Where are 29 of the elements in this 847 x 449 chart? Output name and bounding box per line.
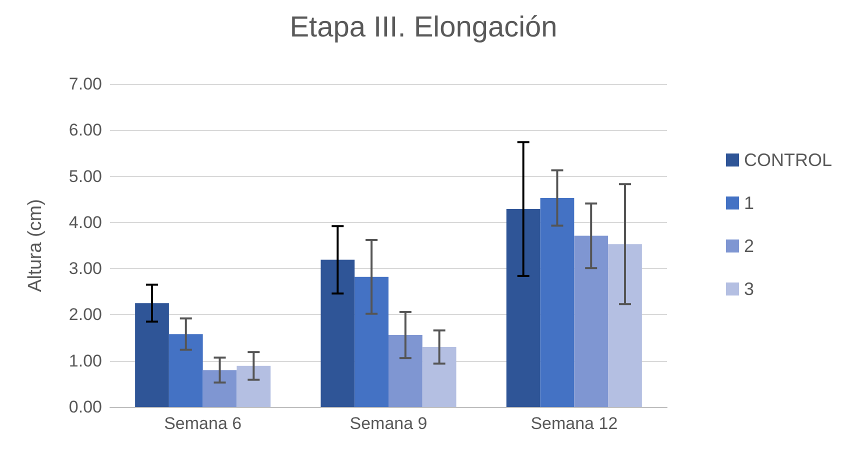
bar — [320, 260, 355, 407]
bar — [574, 236, 608, 407]
bar — [354, 276, 388, 407]
legend-label: 3 — [744, 279, 754, 299]
bar — [388, 335, 422, 407]
y-tick-label: 1.00 — [68, 351, 102, 370]
x-tick-label: Semana 12 — [530, 414, 618, 433]
bar — [608, 244, 642, 407]
bar — [168, 334, 203, 407]
x-tick-label: Semana 6 — [164, 414, 242, 433]
y-tick-label: 6.00 — [68, 120, 102, 140]
bar — [422, 347, 456, 407]
y-tick-label: 0.00 — [68, 398, 102, 416]
bar — [236, 366, 271, 407]
y-tick-label: 2.00 — [68, 305, 102, 324]
y-tick-label: 4.00 — [68, 212, 102, 232]
bar — [506, 209, 540, 407]
x-tick-label: Semana 9 — [350, 414, 428, 433]
bar — [540, 198, 574, 407]
y-tick-label: 5.00 — [68, 166, 102, 186]
y-axis-title: Altura (cm) — [25, 199, 46, 292]
y-tick-label: 7.00 — [68, 74, 102, 94]
legend-label: CONTROL — [744, 150, 832, 170]
y-tick-label: 3.00 — [68, 259, 102, 278]
legend-label: 2 — [744, 236, 754, 256]
bar — [202, 370, 237, 407]
legend-label: 1 — [744, 193, 754, 213]
bar — [135, 303, 169, 407]
chart-title: Etapa III. Elongación — [290, 12, 558, 44]
